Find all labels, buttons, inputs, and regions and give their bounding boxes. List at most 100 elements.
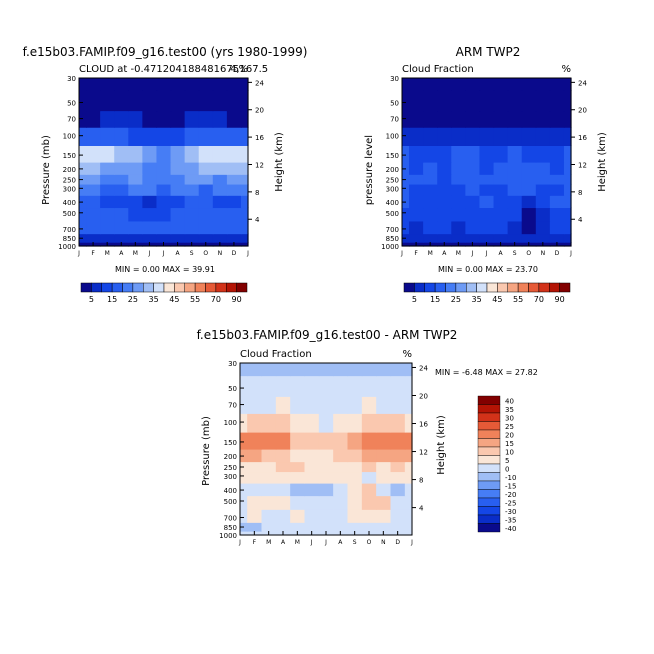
colorbar-swatch xyxy=(559,282,571,293)
panel1-heatmap xyxy=(79,78,249,247)
colorbar-label: 5 xyxy=(505,457,509,465)
height-tick-label: 20 xyxy=(419,392,428,400)
pressure-tick-label: 30 xyxy=(390,75,399,83)
heatmap-cell xyxy=(128,207,143,222)
heatmap-cell xyxy=(521,162,537,175)
heatmap-cell xyxy=(156,207,172,222)
pressure-tick-label: 50 xyxy=(67,99,76,107)
heatmap-cell xyxy=(240,145,249,163)
heatmap-cell xyxy=(479,162,495,175)
month-tick-label: S xyxy=(190,250,194,257)
heatmap-cell xyxy=(86,207,101,222)
colorbar-swatch xyxy=(174,282,185,293)
heatmap-cell xyxy=(247,522,263,532)
panel3-heatmap xyxy=(240,363,413,536)
heatmap-cell xyxy=(184,233,200,243)
heatmap-cell xyxy=(563,174,572,185)
heatmap-cell xyxy=(563,233,572,243)
colorbar-swatch xyxy=(477,506,501,516)
heatmap-cell xyxy=(114,90,129,112)
month-tick-label: M xyxy=(428,250,433,257)
colorbar-swatch xyxy=(486,282,498,293)
colorbar-panel2: 5 15 25 35 45 55 70 90 xyxy=(403,282,571,304)
colorbar-swatch xyxy=(143,282,154,293)
height-tick-label: 16 xyxy=(578,134,587,142)
colorbar-label: 55 xyxy=(513,295,523,304)
heatmap-cell xyxy=(347,509,363,523)
heatmap-cell xyxy=(376,471,392,484)
heatmap-cell xyxy=(304,461,320,473)
heatmap-cell xyxy=(451,127,466,146)
heatmap-cell xyxy=(304,482,320,497)
pressure-tick-label: 1000 xyxy=(381,243,399,251)
heatmap-cell xyxy=(423,145,438,163)
pressure-tick-label: 300 xyxy=(63,185,76,193)
heatmap-cell xyxy=(114,174,129,185)
heatmap-cell xyxy=(128,183,143,196)
heatmap-cell xyxy=(404,413,413,433)
heatmap-cell xyxy=(240,174,249,185)
heatmap-cell xyxy=(170,183,186,196)
pressure-tick-label: 30 xyxy=(67,75,76,83)
heatmap-cell xyxy=(437,233,452,243)
heatmap-cell xyxy=(333,471,349,484)
month-tick-label: J xyxy=(310,539,313,546)
heatmap-cell xyxy=(390,363,406,377)
month-tick-label: A xyxy=(281,539,286,546)
heatmap-cell xyxy=(247,363,263,377)
heatmap-cell xyxy=(247,375,263,397)
heatmap-cell xyxy=(423,195,438,209)
heatmap-cell xyxy=(451,145,466,163)
heatmap-cell xyxy=(549,233,565,243)
panel2-heatmap xyxy=(402,78,572,247)
height-tick-label: 20 xyxy=(255,107,264,115)
heatmap-cell xyxy=(361,363,377,377)
colorbar-label: -15 xyxy=(505,482,516,490)
heatmap-cell xyxy=(465,110,481,128)
heatmap-cell xyxy=(226,174,242,185)
heatmap-cell xyxy=(563,207,572,222)
heatmap-cell xyxy=(376,363,392,377)
heatmap-cell xyxy=(437,183,452,196)
month-tick-label: M xyxy=(266,539,271,546)
heatmap-cell xyxy=(86,233,101,243)
heatmap-cell xyxy=(563,242,572,247)
pressure-tick-label: 50 xyxy=(228,385,237,393)
panel2-ylabel: pressure level xyxy=(364,135,375,205)
heatmap-cell xyxy=(390,461,406,473)
heatmap-cell xyxy=(114,127,129,146)
heatmap-cell xyxy=(100,162,115,175)
heatmap-cell xyxy=(423,127,438,146)
heatmap-cell xyxy=(275,471,291,484)
colorbar-swatch xyxy=(477,514,501,524)
heatmap-cell xyxy=(437,127,452,146)
heatmap-cell xyxy=(275,432,291,450)
heatmap-cell xyxy=(290,375,306,397)
heatmap-cell xyxy=(376,413,392,433)
heatmap-cell xyxy=(437,145,452,163)
panel1-unit: % xyxy=(238,64,248,75)
heatmap-cell xyxy=(240,375,248,397)
heatmap-cell xyxy=(333,413,349,433)
heatmap-cell xyxy=(347,375,363,397)
panel3-stats: MIN = -6.48 MAX = 27.82 xyxy=(435,368,538,377)
heatmap-cell xyxy=(198,90,214,112)
month-tick-label: J xyxy=(77,250,80,257)
heatmap-cell xyxy=(247,509,263,523)
heatmap-cell xyxy=(114,195,129,209)
heatmap-cell xyxy=(240,183,249,196)
heatmap-cell xyxy=(240,495,248,510)
heatmap-cell xyxy=(198,220,214,235)
panel3-ylabel: Pressure (mb) xyxy=(201,416,212,486)
heatmap-cell xyxy=(465,207,481,222)
heatmap-cell xyxy=(240,127,249,146)
heatmap-cell xyxy=(535,145,551,163)
heatmap-cell xyxy=(184,174,200,185)
month-tick-label: A xyxy=(499,250,504,257)
colorbar-swatch xyxy=(91,282,102,293)
heatmap-cell xyxy=(304,509,320,523)
month-tick-label: A xyxy=(176,250,181,257)
heatmap-cell xyxy=(184,183,200,196)
heatmap-cell xyxy=(333,509,349,523)
heatmap-cell xyxy=(361,396,377,414)
